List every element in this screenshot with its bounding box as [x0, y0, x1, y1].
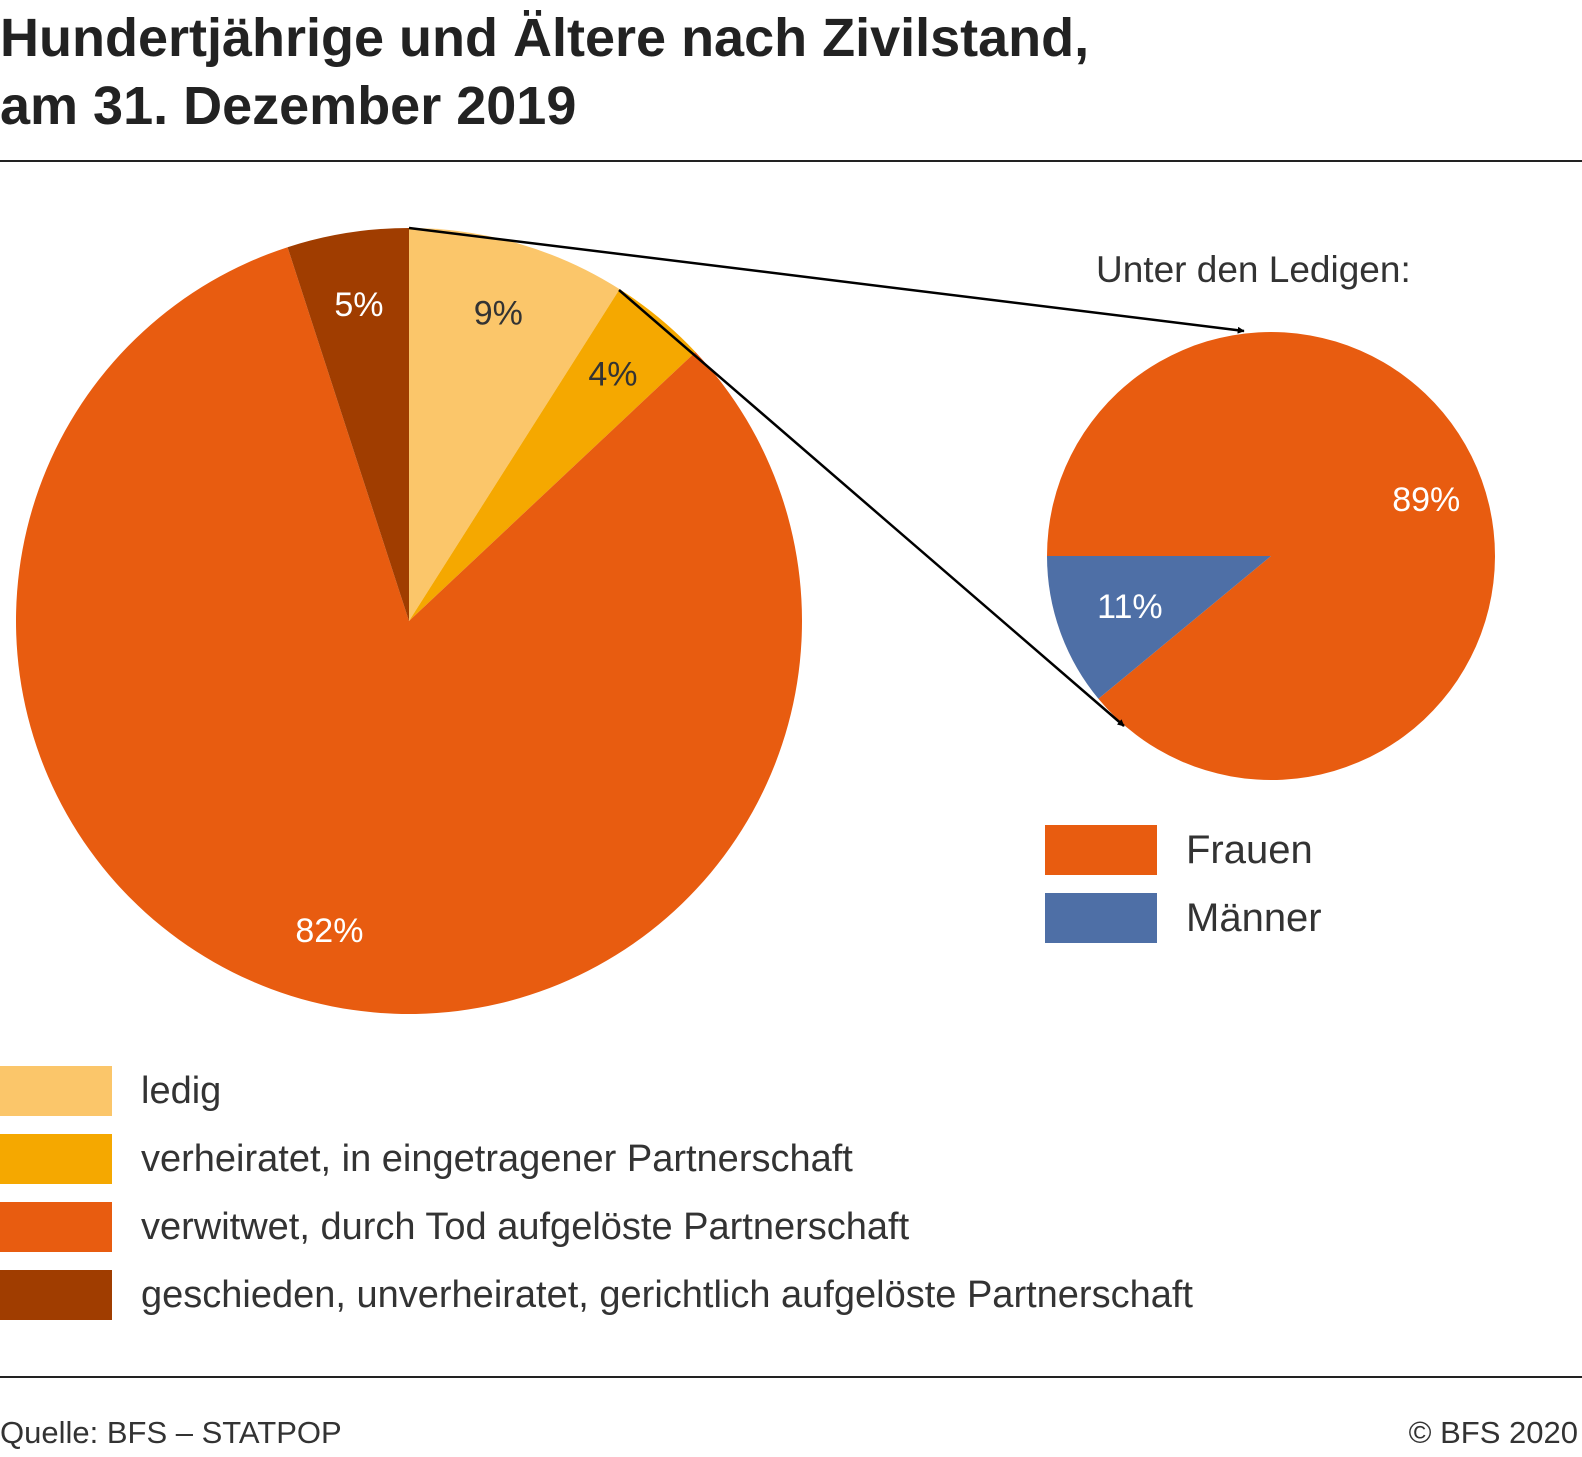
chart-title: Hundertjährige und Ältere nach Zivilstan… — [0, 4, 1500, 140]
footer-rule — [0, 1376, 1582, 1378]
main-pie: 9% 4% 82% 5% — [16, 228, 802, 1014]
main-pie-data-label-verwitwet-durch-tod-aufgeloste-partnerschaft: 82% — [295, 912, 363, 950]
source-note: Quelle: BFS – STATPOP — [0, 1415, 342, 1450]
main-legend-swatch — [0, 1270, 112, 1320]
main-legend-swatch — [0, 1202, 112, 1252]
main-pie-slice-geschieden-unverheiratet-gerichtlich-aufgeloste-partnerschaft — [287, 228, 409, 621]
sub-legend-swatch — [1045, 893, 1157, 943]
main-legend-label: ledig — [141, 1070, 222, 1112]
chart-title-line-2: am 31. Dezember 2019 — [0, 76, 577, 136]
main-pie-slice-ledig — [409, 228, 620, 621]
sub-pie-data-label-frauen: 89% — [1392, 481, 1460, 519]
sub-pie-title: Unter den Ledigen: — [1096, 249, 1411, 290]
sub-legend-label: Männer — [1186, 896, 1322, 940]
connector-arrow-bottom — [618, 289, 1125, 727]
sub-legend-swatch — [1045, 825, 1157, 875]
main-pie-slice-verwitwet-durch-tod-aufgeloste-partnerschaft — [16, 247, 802, 1014]
pie-charts: 9% 4% 82% 5% 89% 11% Unter den Ledigen: — [16, 226, 1496, 1014]
main-legend-swatch — [0, 1134, 112, 1184]
title-rule — [0, 160, 1582, 162]
chart-title-line-1: Hundertjährige und Ältere nach Zivilstan… — [0, 8, 1090, 68]
sub-pie-data-label-manner: 11% — [1097, 588, 1163, 626]
main-pie-data-label-verheiratet-in-eingetragener-partnerschaft: 4% — [588, 355, 637, 393]
copyright-note: © BFS 2020 — [1408, 1415, 1578, 1450]
sub-legend-label: Frauen — [1186, 828, 1313, 872]
main-legend-swatch — [0, 1066, 112, 1116]
main-legend-label: verwitwet, durch Tod aufgelöste Partners… — [141, 1206, 910, 1248]
sub-pie-slice-frauen — [1047, 332, 1496, 781]
sub-pie-slice-manner — [1047, 556, 1271, 699]
sub-pie: 89% 11% — [1047, 332, 1496, 781]
main-pie-data-label-geschieden-unverheiratet-gerichtlich-aufgeloste-partnerschaft: 5% — [334, 286, 383, 324]
main-legend-label: verheiratet, in eingetragener Partnersch… — [141, 1138, 853, 1180]
main-pie-data-label-ledig: 9% — [474, 295, 523, 333]
main-pie-slice-verheiratet-in-eingetragener-partnerschaft — [409, 289, 696, 621]
main-legend-label: geschieden, unverheiratet, gerichtlich a… — [141, 1274, 1193, 1316]
connector-arrow-top — [408, 226, 1245, 334]
